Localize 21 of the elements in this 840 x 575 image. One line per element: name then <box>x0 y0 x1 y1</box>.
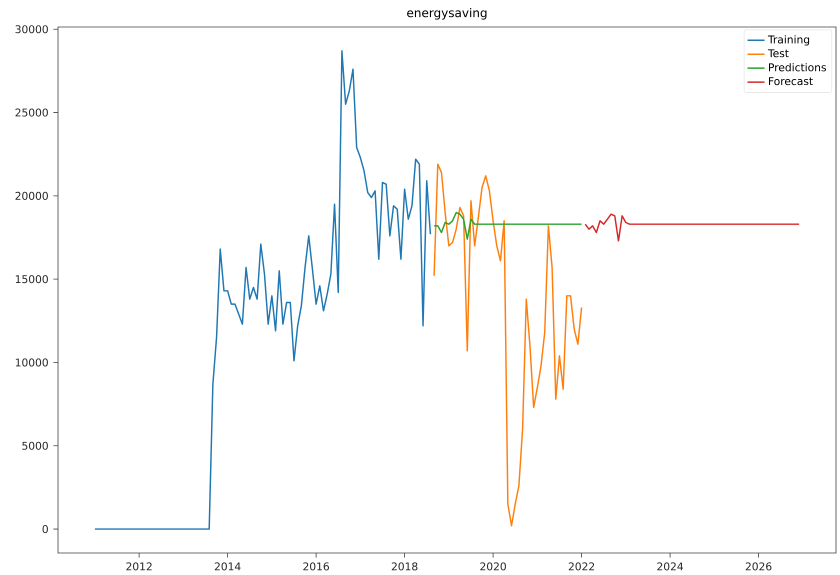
legend-label: Predictions <box>769 63 826 72</box>
y-tick-label: 25000 <box>15 108 48 117</box>
y-tick-label: 30000 <box>16 25 48 34</box>
y-tick-label: 0 <box>42 525 48 534</box>
legend-label: Test <box>768 49 789 58</box>
x-tick-label: 2020 <box>480 562 506 570</box>
x-tick-label: 2014 <box>214 562 241 570</box>
legend-label: Training <box>768 35 810 46</box>
chart-title: energysaving <box>407 8 486 20</box>
y-tick-label: 10000 <box>16 358 48 366</box>
x-tick-label: 2022 <box>568 562 594 570</box>
legend-label: Forecast <box>769 77 813 86</box>
line-series <box>433 163 582 526</box>
y-tick-label: 15000 <box>16 275 48 284</box>
x-tick-label: 2012 <box>126 562 152 570</box>
x-tick-label: 2016 <box>303 562 329 570</box>
y-tick-label: 20000 <box>15 192 48 200</box>
x-tick-label: 2018 <box>392 562 418 570</box>
x-tick-label: 2024 <box>657 562 684 570</box>
x-tick-label: 2026 <box>746 562 772 570</box>
y-tick-label: 5000 <box>22 442 48 450</box>
